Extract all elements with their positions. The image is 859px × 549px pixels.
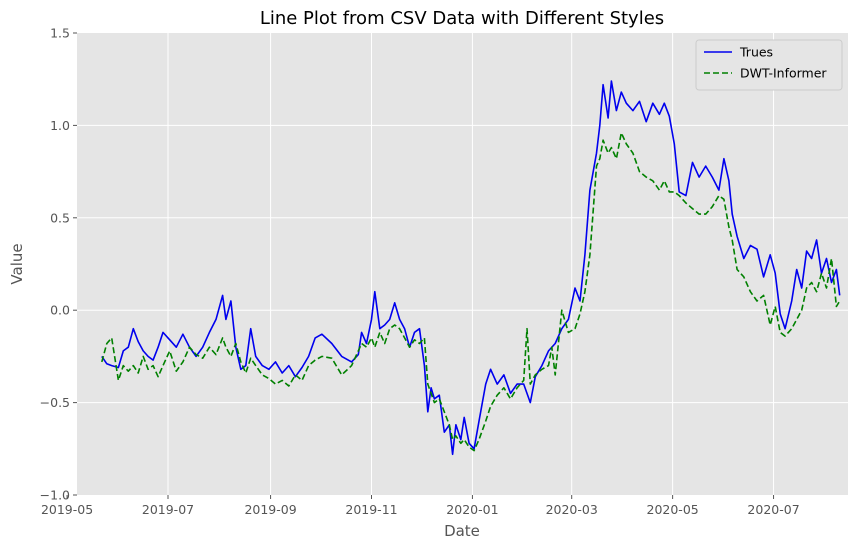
series-line-dwt-informer (101, 132, 841, 452)
x-tick-label: 2020-05 (647, 502, 699, 517)
y-tick-label: 0.5 (50, 210, 70, 225)
chart-title: Line Plot from CSV Data with Different S… (260, 8, 664, 29)
legend: Trues DWT-Informer (695, 39, 843, 91)
y-axis-label: Value (8, 243, 26, 284)
series-layer (101, 80, 841, 456)
series-line-trues (101, 80, 841, 456)
x-tick-label: 2020-07 (747, 502, 799, 517)
x-tick-label: 2020-03 (546, 502, 598, 517)
y-tick-label: −1.0 (40, 488, 70, 503)
y-tick-label: 1.5 (50, 26, 70, 41)
legend-label-dwt-informer: DWT-Informer (740, 66, 827, 81)
axis-ticks: 2019-05 2019-07 2019-09 2019-11 2020-01 2020-… (40, 26, 800, 518)
x-axis-label: Date (444, 522, 480, 540)
x-tick-label: 2019-07 (142, 502, 194, 517)
y-tick-label: −0.5 (40, 395, 70, 410)
y-tick-label: 0.0 (50, 303, 70, 318)
legend-label-trues: Trues (739, 45, 773, 60)
x-tick-label: 2019-09 (244, 502, 296, 517)
y-tick-label: 1.0 (50, 118, 70, 133)
grid (77, 33, 848, 495)
legend-box (695, 39, 843, 91)
plot-area (77, 33, 848, 495)
x-tick-label: 2019-11 (345, 502, 397, 517)
x-tick-label: 2019-05 (41, 502, 93, 517)
x-tick-label: 2020-01 (446, 502, 498, 517)
